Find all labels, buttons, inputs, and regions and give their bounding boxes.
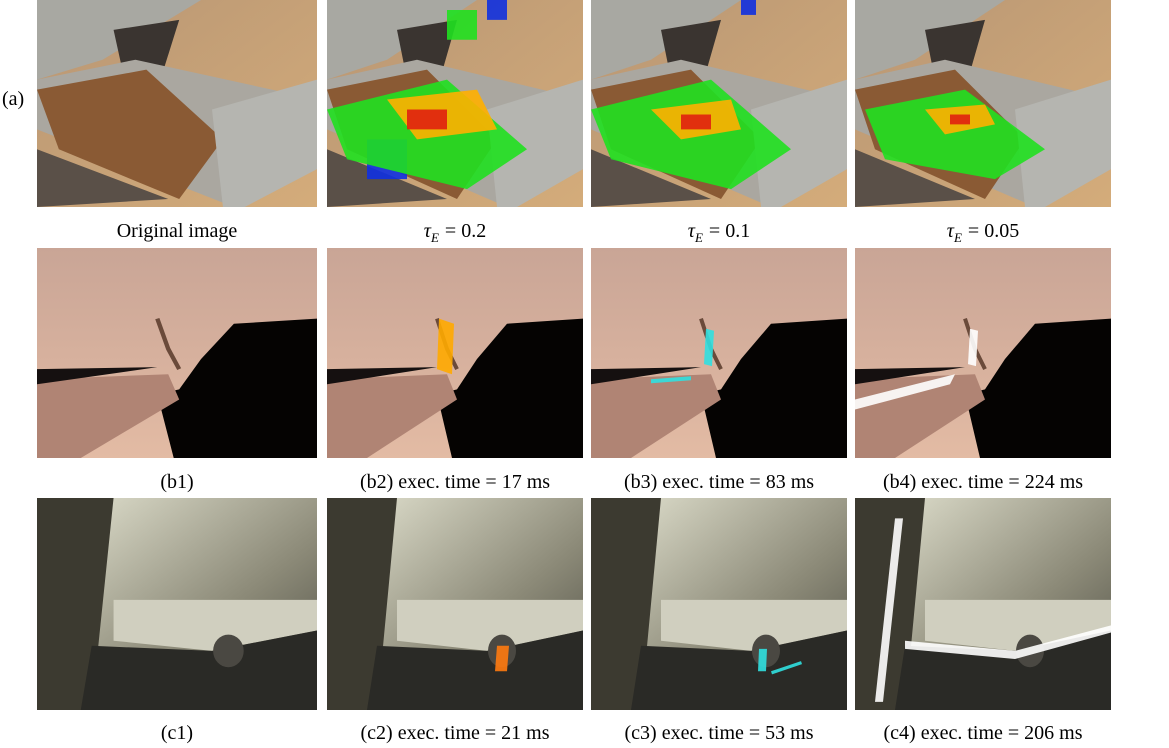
image-panel: [591, 248, 847, 458]
caption: Original image: [27, 220, 327, 243]
row-label: (a): [2, 88, 24, 111]
caption: (b4) exec. time = 224 ms: [833, 471, 1133, 494]
caption: (c3) exec. time = 53 ms: [569, 722, 869, 745]
image-panel: [37, 498, 317, 710]
image-panel: [37, 0, 317, 207]
symbol-char: τ: [688, 220, 695, 242]
symbol: τE: [947, 220, 962, 242]
symbol: τE: [688, 220, 703, 242]
symbol-char: τ: [947, 220, 954, 242]
image-panel: [855, 0, 1111, 207]
caption: (b3) exec. time = 83 ms: [569, 471, 869, 494]
subscript: E: [431, 230, 439, 245]
subscript: E: [954, 230, 962, 245]
image-panel: [327, 0, 583, 207]
caption-text: = 0.05: [968, 220, 1019, 242]
image-panel: [855, 248, 1111, 458]
caption: (c2) exec. time = 21 ms: [305, 722, 605, 745]
image-panel: [327, 248, 583, 458]
caption: τE = 0.2: [305, 220, 605, 246]
caption: τE = 0.05: [833, 220, 1133, 246]
image-panel: [591, 0, 847, 207]
caption: (b2) exec. time = 17 ms: [305, 471, 605, 494]
caption: (c4) exec. time = 206 ms: [833, 722, 1133, 745]
caption: (b1): [27, 471, 327, 494]
symbol: τE: [424, 220, 439, 242]
image-panel: [591, 498, 847, 710]
image-panel: [855, 498, 1111, 710]
figure: Original imageτE= 0.2τE= 0.1τE= 0.05(b1)…: [0, 0, 1169, 748]
caption: τE = 0.1: [569, 220, 869, 246]
image-panel: [327, 498, 583, 710]
image-panel: [37, 248, 317, 458]
caption: (c1): [27, 722, 327, 745]
caption-text: = 0.1: [709, 220, 750, 242]
subscript: E: [695, 230, 703, 245]
caption-text: = 0.2: [445, 220, 486, 242]
symbol-char: τ: [424, 220, 431, 242]
